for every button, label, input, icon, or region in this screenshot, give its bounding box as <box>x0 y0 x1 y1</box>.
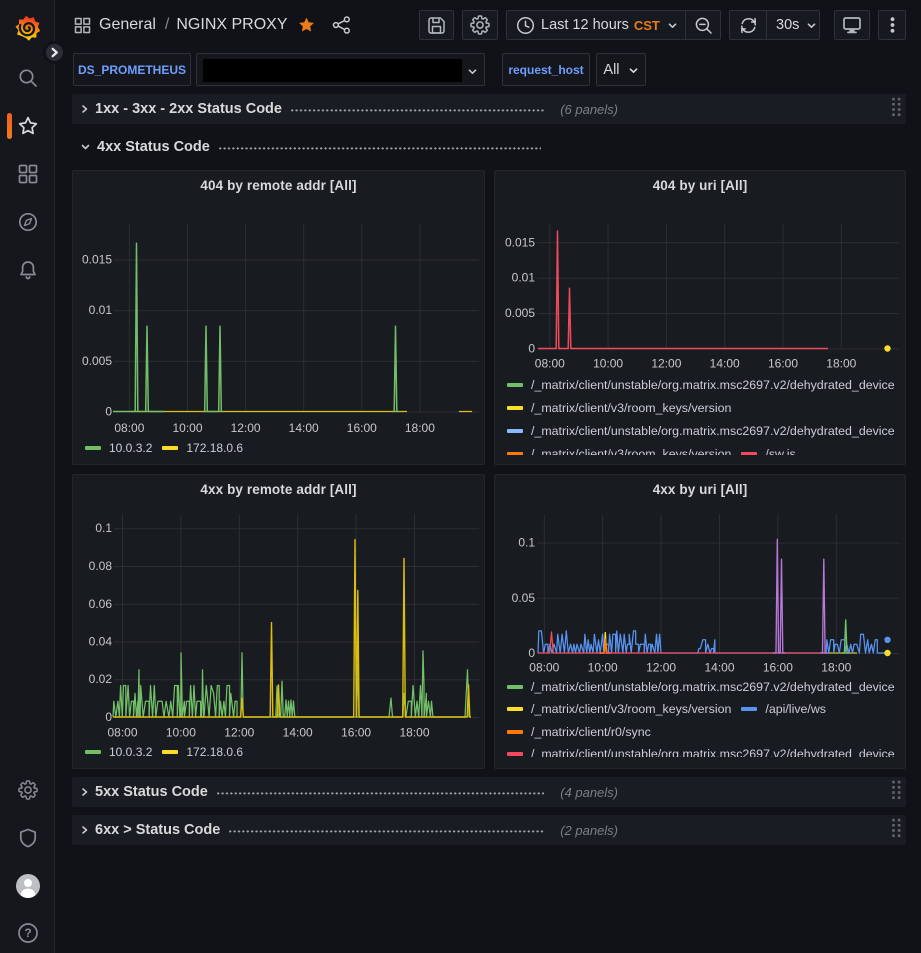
svg-text:16:00: 16:00 <box>341 726 371 740</box>
svg-text:16:00: 16:00 <box>763 661 793 675</box>
svg-text:10:00: 10:00 <box>172 421 202 435</box>
svg-text:18:00: 18:00 <box>399 726 429 740</box>
svg-text:0.01: 0.01 <box>512 271 536 285</box>
svg-text:18:00: 18:00 <box>821 661 851 675</box>
svg-text:14:00: 14:00 <box>710 357 740 371</box>
svg-text:0.06: 0.06 <box>89 597 113 611</box>
svg-text:10:00: 10:00 <box>166 726 196 740</box>
svg-text:0: 0 <box>105 710 112 724</box>
svg-text:0.1: 0.1 <box>95 521 112 535</box>
svg-text:0.005: 0.005 <box>82 354 112 368</box>
svg-text:12:00: 12:00 <box>651 357 681 371</box>
svg-text:0.015: 0.015 <box>505 235 535 249</box>
svg-text:0.1: 0.1 <box>518 536 535 550</box>
svg-text:14:00: 14:00 <box>704 661 734 675</box>
svg-text:18:00: 18:00 <box>826 357 856 371</box>
svg-text:0: 0 <box>528 342 535 356</box>
svg-text:0.04: 0.04 <box>89 635 113 649</box>
svg-text:14:00: 14:00 <box>283 726 313 740</box>
svg-text:16:00: 16:00 <box>347 421 377 435</box>
svg-text:?: ? <box>24 926 31 940</box>
svg-text:14:00: 14:00 <box>289 421 319 435</box>
svg-text:0.005: 0.005 <box>505 306 535 320</box>
svg-text:12:00: 12:00 <box>231 421 261 435</box>
svg-text:0: 0 <box>105 405 112 419</box>
svg-text:0.02: 0.02 <box>89 672 113 686</box>
svg-text:12:00: 12:00 <box>646 661 676 675</box>
svg-text:08:00: 08:00 <box>535 357 565 371</box>
svg-text:10:00: 10:00 <box>588 661 618 675</box>
svg-text:10:00: 10:00 <box>593 357 623 371</box>
svg-text:0.05: 0.05 <box>512 591 536 605</box>
svg-text:18:00: 18:00 <box>405 421 435 435</box>
svg-text:12:00: 12:00 <box>224 726 254 740</box>
svg-text:08:00: 08:00 <box>529 661 559 675</box>
svg-text:0.01: 0.01 <box>89 303 113 317</box>
svg-text:0.08: 0.08 <box>89 559 113 573</box>
svg-text:0: 0 <box>528 646 535 660</box>
svg-text:16:00: 16:00 <box>768 357 798 371</box>
svg-text:08:00: 08:00 <box>107 726 137 740</box>
svg-text:08:00: 08:00 <box>114 421 144 435</box>
svg-text:0.015: 0.015 <box>82 253 112 267</box>
